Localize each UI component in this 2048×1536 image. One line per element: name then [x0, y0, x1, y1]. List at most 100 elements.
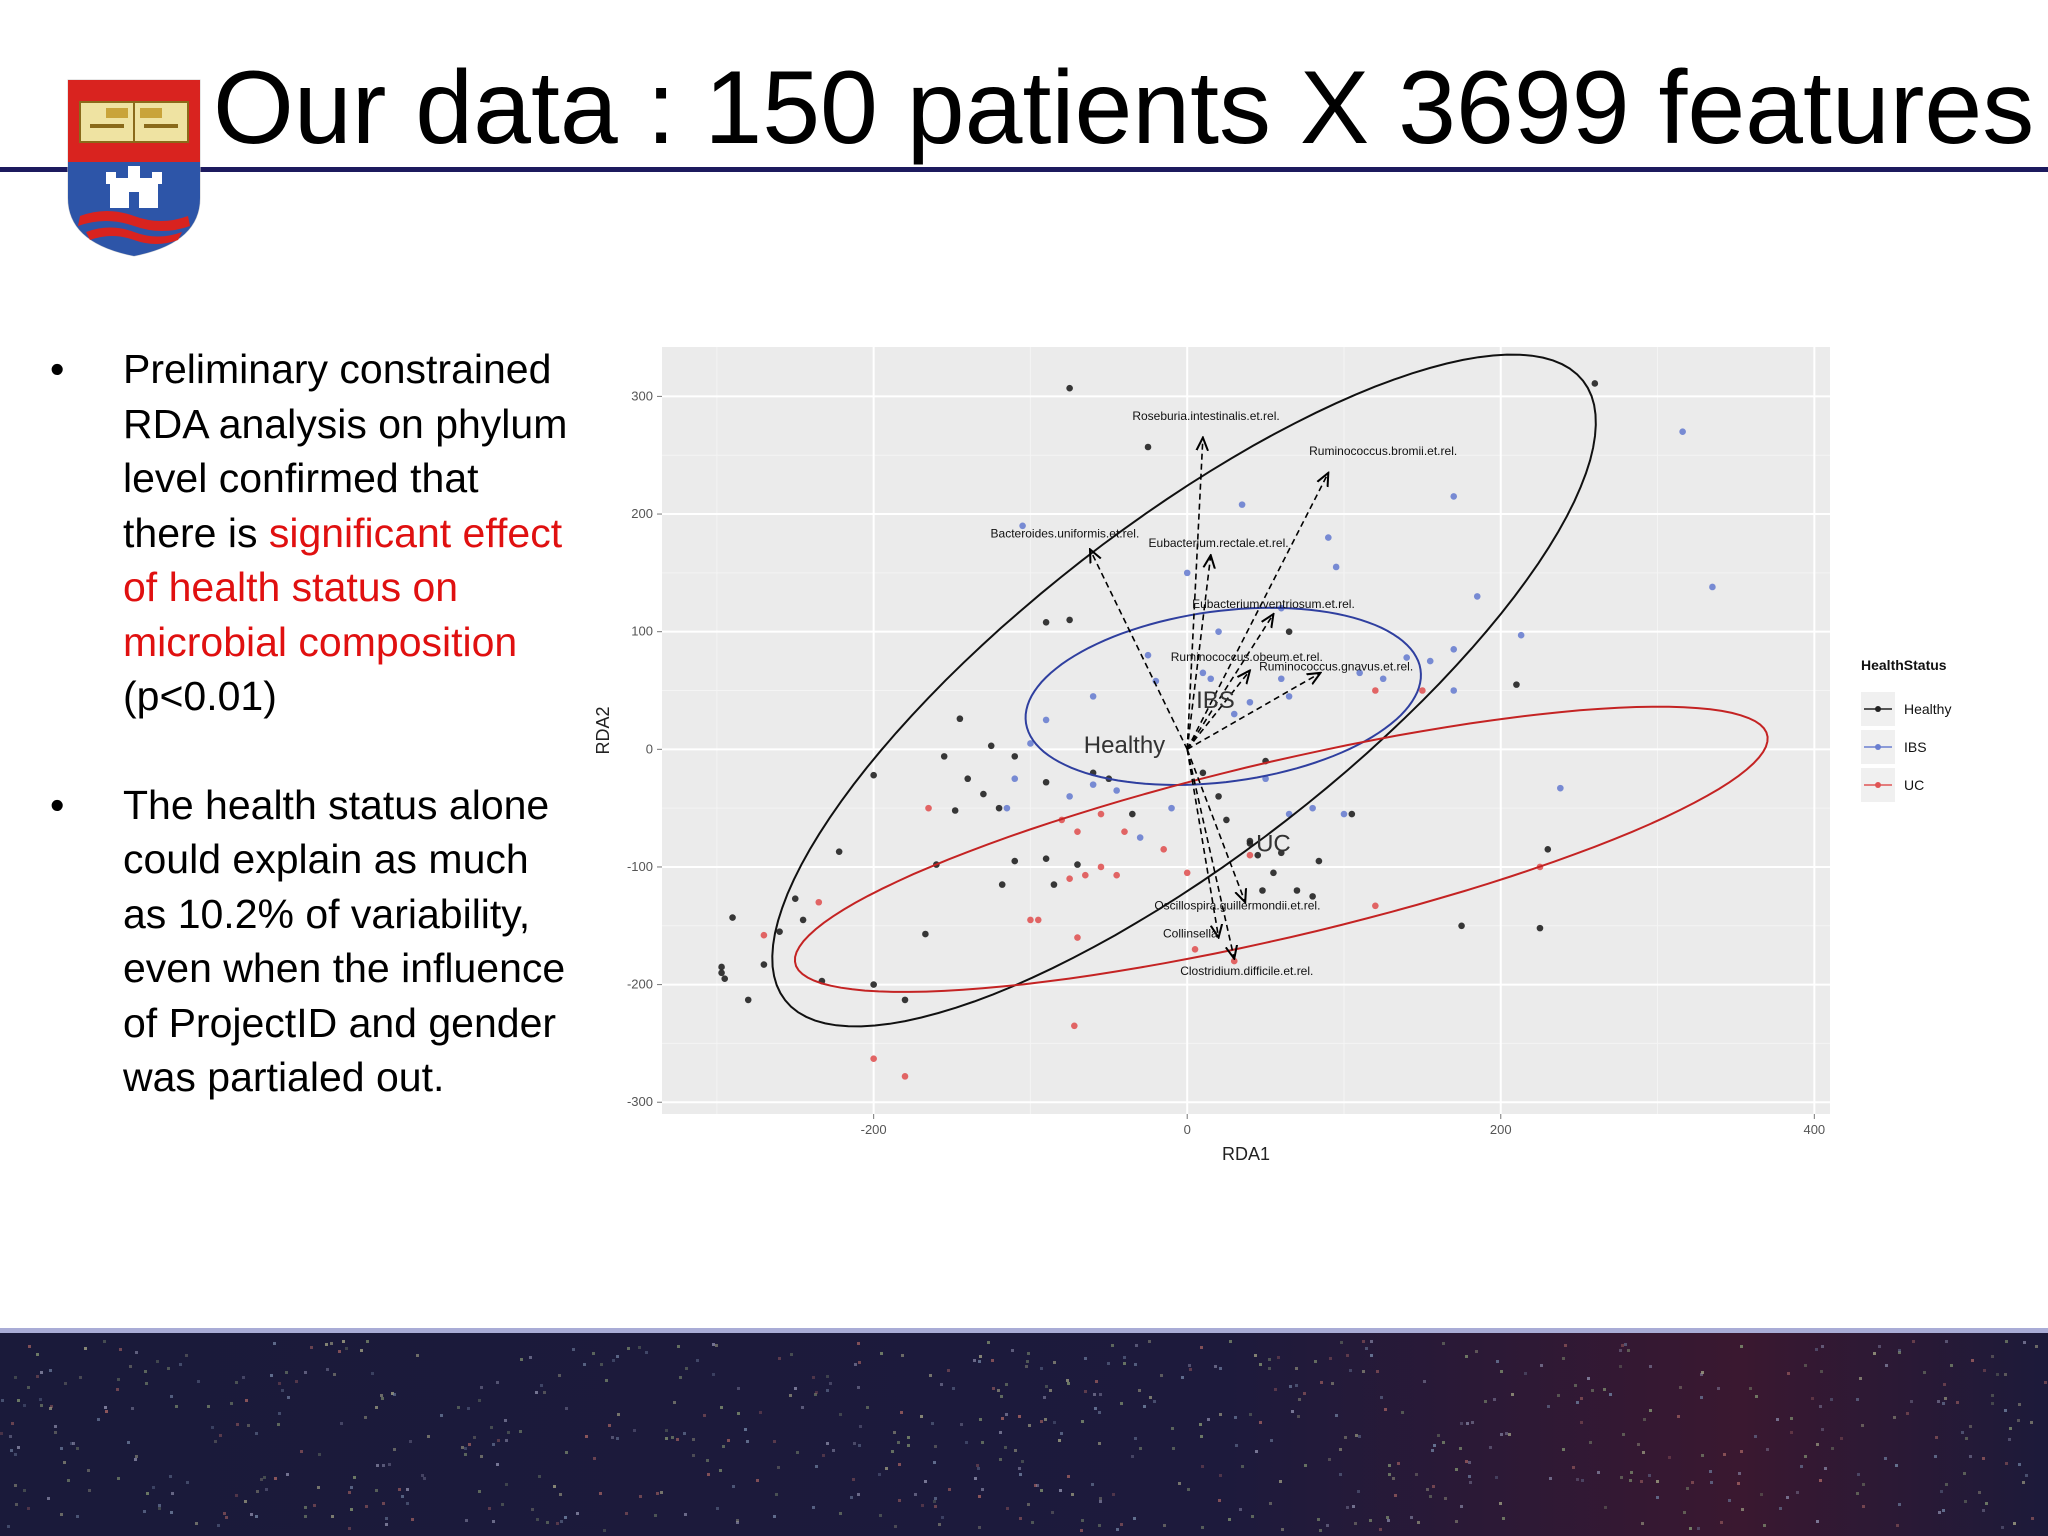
point-ibs	[1356, 669, 1363, 677]
footer-pixel	[920, 1415, 923, 1418]
footer-pixel	[1965, 1437, 1968, 1440]
footer-pixel	[605, 1379, 608, 1382]
footer-pixel	[67, 1479, 70, 1482]
footer-pixel	[685, 1367, 688, 1370]
footer-pixel	[393, 1393, 396, 1396]
footer-pixel	[1643, 1418, 1646, 1421]
footer-pixel	[1219, 1413, 1222, 1416]
y-tick-label: 300	[631, 388, 653, 403]
footer-pixel	[214, 1440, 217, 1443]
title-underline	[0, 167, 2048, 172]
footer-pixel	[1686, 1487, 1689, 1490]
footer-pixel	[49, 1369, 52, 1372]
footer-pixel	[1776, 1418, 1779, 1421]
footer-pixel	[712, 1343, 715, 1346]
footer-pixel	[1134, 1437, 1137, 1440]
footer-pixel	[1790, 1417, 1793, 1420]
footer-pixel	[14, 1453, 17, 1456]
footer-pixel	[427, 1435, 430, 1438]
footer-pixel	[519, 1430, 522, 1433]
point-healthy	[1144, 443, 1152, 451]
footer-pixel	[722, 1445, 725, 1448]
footer-pixel	[2005, 1340, 2008, 1343]
footer-pixel	[171, 1492, 174, 1495]
footer-pixel	[158, 1504, 161, 1507]
x-tick-label: 200	[1490, 1122, 1512, 1137]
footer-pixel	[1701, 1371, 1704, 1374]
footer-pixel	[364, 1416, 367, 1419]
footer-pixel	[1620, 1476, 1623, 1479]
footer-pixel	[63, 1461, 66, 1464]
footer-pixel	[1357, 1490, 1360, 1493]
footer-pixel	[965, 1441, 968, 1444]
slide-title: Our data : 150 patients X 3699 features	[213, 50, 2035, 166]
footer-pixel	[1862, 1505, 1865, 1508]
point-ibs	[1379, 675, 1387, 683]
footer-pixel	[1898, 1503, 1901, 1506]
footer-pixel	[1786, 1496, 1789, 1499]
footer-pixel	[583, 1363, 586, 1366]
footer-pixel	[1840, 1437, 1843, 1440]
footer-pixel	[1319, 1529, 1322, 1532]
footer-pixel	[775, 1493, 778, 1496]
footer-pixel	[158, 1507, 161, 1510]
footer-pixel	[235, 1381, 238, 1384]
footer-pixel	[423, 1477, 426, 1480]
footer-pixel	[1862, 1483, 1865, 1486]
footer-pixel	[1466, 1422, 1469, 1425]
footer-pixel	[981, 1488, 984, 1491]
footer-pixel	[1737, 1482, 1740, 1485]
loading-arrow	[1090, 549, 1188, 750]
point-healthy	[1348, 810, 1356, 818]
footer-pixel	[478, 1399, 481, 1402]
footer-pixel	[1910, 1400, 1913, 1403]
footer-pixel	[536, 1518, 539, 1521]
footer-pixel	[1021, 1460, 1024, 1463]
footer-pixel	[1603, 1388, 1606, 1391]
footer-pixel	[1576, 1401, 1579, 1404]
footer-pixel	[2035, 1345, 2038, 1348]
footer-pixel	[1898, 1349, 1901, 1352]
footer-pixel	[1956, 1401, 1959, 1404]
footer-pixel	[777, 1466, 780, 1469]
loading-arrow	[1186, 555, 1211, 750]
footer-pixel	[599, 1492, 602, 1495]
footer-pixel	[381, 1397, 384, 1400]
point-healthy	[1011, 857, 1019, 865]
point-healthy	[987, 742, 995, 750]
group-label: IBS	[1196, 687, 1235, 714]
footer-pixel	[1120, 1523, 1123, 1526]
footer-pixel	[976, 1464, 979, 1467]
footer-pixel	[1277, 1356, 1280, 1359]
footer-pixel	[1362, 1340, 1365, 1343]
footer-pixel	[2013, 1522, 2016, 1525]
footer-pixel	[716, 1507, 719, 1510]
footer-pixel	[978, 1526, 981, 1529]
footer-pixel	[197, 1380, 200, 1383]
footer-pixel	[1755, 1395, 1758, 1398]
point-uc	[1160, 846, 1167, 853]
footer-pixel	[1649, 1365, 1652, 1368]
footer-pixel	[87, 1469, 90, 1472]
point-ibs	[1230, 710, 1238, 718]
point-healthy	[718, 969, 725, 977]
footer-pixel	[1200, 1346, 1203, 1349]
footer-pixel	[940, 1383, 943, 1386]
footer-pixel	[217, 1524, 220, 1527]
footer-pixel	[135, 1455, 138, 1458]
footer-pixel	[934, 1505, 937, 1508]
footer-pixel	[1465, 1355, 1468, 1358]
footer-pixel	[1800, 1465, 1803, 1468]
footer-pixel	[496, 1463, 499, 1466]
footer-pixel	[496, 1381, 499, 1384]
point-uc	[1097, 810, 1105, 818]
footer-pixel	[952, 1387, 955, 1390]
footer-pixel	[683, 1432, 686, 1435]
footer-pixel	[127, 1441, 130, 1444]
footer-pixel	[1326, 1524, 1329, 1527]
footer-pixel	[1026, 1360, 1029, 1363]
footer-pixel	[564, 1516, 567, 1519]
footer-pixel	[929, 1374, 932, 1377]
footer-pixel	[39, 1398, 42, 1401]
footer-pixel	[2044, 1381, 2047, 1384]
